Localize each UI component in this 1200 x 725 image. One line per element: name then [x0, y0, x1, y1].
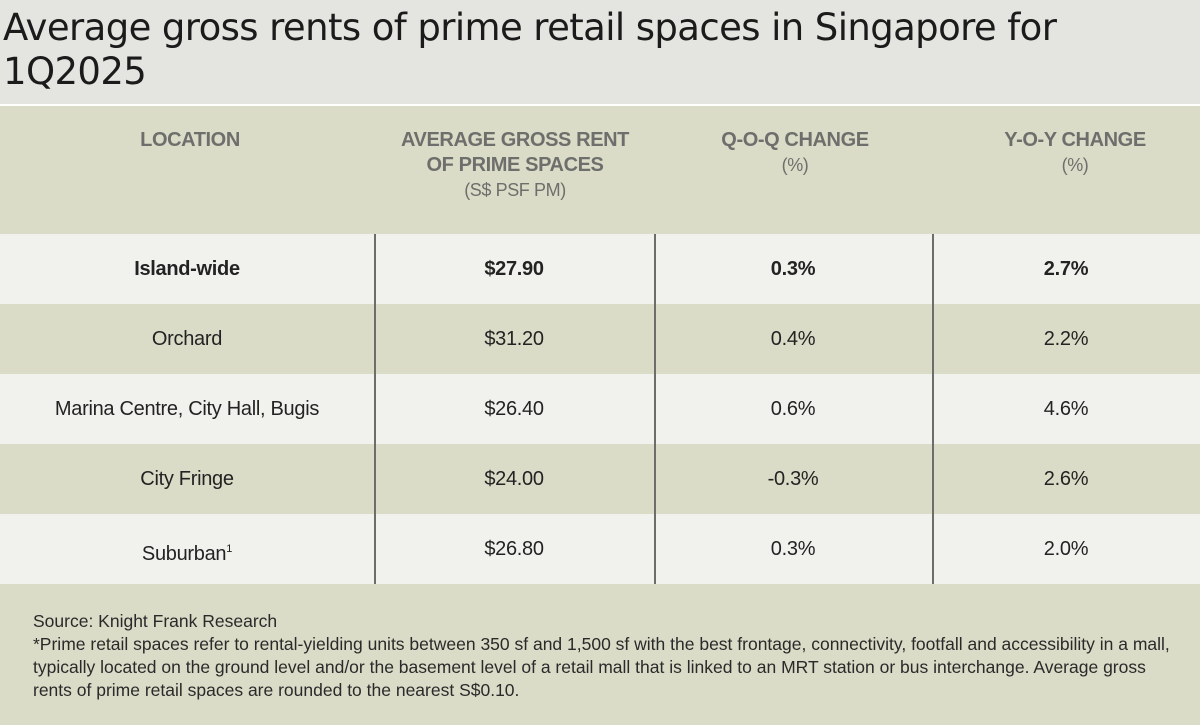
column-divider: [374, 234, 376, 584]
cell-qoq: 0.4%: [654, 304, 932, 374]
cell-rent: $26.40: [374, 374, 654, 444]
cell-qoq: 0.6%: [654, 374, 932, 444]
col-header-rent: AVERAGE GROSS RENT OF PRIME SPACES (S$ P…: [375, 128, 655, 203]
cell-location-text: Suburban: [141, 543, 227, 565]
footnote: *Prime retail spaces refer to rental-yie…: [33, 634, 1170, 700]
cell-rent: $31.20: [374, 304, 654, 374]
cell-location-text: Marina Centre, City Hall, Bugis: [54, 398, 320, 420]
col-header-qoq-unit: (%): [781, 155, 809, 175]
cell-yoy-text: 2.7%: [1043, 258, 1089, 280]
cell-qoq-text: 0.3%: [770, 258, 816, 280]
cell-qoq-text: 0.6%: [770, 398, 816, 420]
cell-qoq: 0.3%: [654, 514, 932, 584]
cell-rent-text: $26.40: [484, 398, 544, 420]
cell-location-text: Orchard: [151, 328, 223, 350]
col-header-yoy-unit: (%): [1061, 155, 1089, 175]
table-panel: LOCATION AVERAGE GROSS RENT OF PRIME SPA…: [0, 106, 1200, 725]
cell-rent-text: $26.80: [484, 538, 544, 560]
cell-rent: $27.90: [374, 234, 654, 304]
source-note: Source: Knight Frank Research: [33, 611, 278, 631]
col-header-yoy-label: Y-O-Y CHANGE: [1004, 129, 1146, 151]
cell-yoy: 2.6%: [932, 444, 1200, 514]
cell-rent: $26.80: [374, 514, 654, 584]
cell-location: City Fringe: [0, 444, 374, 514]
cell-yoy: 2.7%: [932, 234, 1200, 304]
cell-yoy-text: 2.2%: [1043, 328, 1089, 350]
col-header-location: LOCATION: [85, 128, 295, 153]
notes: Source: Knight Frank Research *Prime ret…: [33, 610, 1173, 702]
cell-yoy-text: 2.0%: [1043, 538, 1089, 560]
cell-yoy: 2.2%: [932, 304, 1200, 374]
cell-qoq-text: 0.3%: [770, 538, 816, 560]
cell-location: Suburban1: [0, 514, 374, 584]
cell-rent-text: $24.00: [484, 468, 544, 490]
col-header-rent-line2: OF PRIME SPACES: [426, 154, 604, 176]
cell-qoq: -0.3%: [654, 444, 932, 514]
table-row: Orchard $31.20 0.4% 2.2%: [0, 304, 1200, 374]
cell-location-text: Island-wide: [134, 258, 240, 280]
cell-rent-text: $27.90: [484, 258, 544, 280]
cell-location: Island-wide: [0, 234, 374, 304]
page-title: Average gross rents of prime retail spac…: [3, 6, 1057, 93]
cell-yoy-text: 4.6%: [1043, 398, 1089, 420]
col-header-yoy: Y-O-Y CHANGE (%): [935, 128, 1200, 178]
col-header-rent-unit: (S$ PSF PM): [464, 180, 566, 200]
col-header-rent-line1: AVERAGE GROSS RENT: [400, 129, 629, 151]
table-header: LOCATION AVERAGE GROSS RENT OF PRIME SPA…: [0, 106, 1200, 234]
cell-location: Marina Centre, City Hall, Bugis: [0, 374, 374, 444]
table-row: Marina Centre, City Hall, Bugis $26.40 0.6…: [0, 374, 1200, 444]
column-divider: [932, 234, 934, 584]
col-header-location-label: LOCATION: [140, 129, 240, 151]
cell-rent-text: $31.20: [484, 328, 544, 350]
cell-yoy-text: 2.6%: [1043, 468, 1089, 490]
column-divider: [654, 234, 656, 584]
col-header-qoq: Q-O-Q CHANGE (%): [655, 128, 935, 178]
cell-location-text: City Fringe: [140, 468, 234, 490]
cell-qoq-text: -0.3%: [767, 468, 819, 490]
cell-location: Orchard: [0, 304, 374, 374]
table-row: City Fringe $24.00 -0.3% 2.6%: [0, 444, 1200, 514]
table-row: Island-wide $27.90 0.3% 2.7%: [0, 234, 1200, 304]
footnote-marker: 1: [226, 543, 233, 555]
cell-yoy: 2.0%: [932, 514, 1200, 584]
table-row: Suburban1 $26.80 0.3% 2.0%: [0, 514, 1200, 584]
cell-qoq: 0.3%: [654, 234, 932, 304]
cell-yoy: 4.6%: [932, 374, 1200, 444]
cell-qoq-text: 0.4%: [770, 328, 816, 350]
col-header-qoq-label: Q-O-Q CHANGE: [721, 129, 869, 151]
title-band: Average gross rents of prime retail spac…: [0, 0, 1200, 106]
cell-rent: $24.00: [374, 444, 654, 514]
